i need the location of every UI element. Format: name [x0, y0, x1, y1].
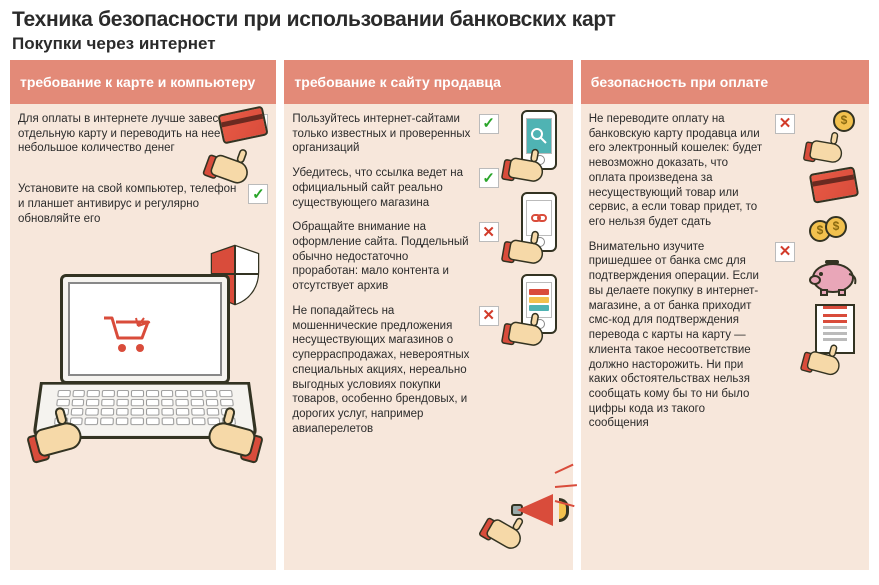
tip-text: Для оплаты в интернете лучше завести отд…	[18, 112, 242, 156]
megaphone-icon	[481, 462, 571, 552]
column-header: безопасность при оплате	[581, 60, 869, 104]
columns-row: требование к карте и компьютеру Для опла…	[0, 60, 879, 580]
tip-item: Пользуйтесь интернет-сайтами только изве…	[292, 112, 498, 156]
sub-title: Покупки через интернет	[0, 34, 879, 60]
column-seller-site: требование к сайту продавца Пользуйтесь …	[284, 60, 572, 570]
cross-icon: ✕	[775, 242, 795, 262]
tip-text: Пользуйтесь интернет-сайтами только изве…	[292, 112, 472, 156]
coin-hand-icon	[803, 110, 863, 160]
payment-icons-stack	[803, 110, 863, 374]
coin-stack-icon	[803, 216, 863, 246]
cross-icon: ✕	[775, 114, 795, 134]
cross-icon: ✕	[479, 306, 499, 326]
card-icon	[803, 168, 863, 208]
cross-icon: ✕	[479, 222, 499, 242]
hand-icon	[507, 312, 551, 348]
column-payment-safety: безопасность при оплате Не переводите оп…	[581, 60, 869, 570]
card-hand-icon	[220, 110, 272, 180]
column-header: требование к сайту продавца	[284, 60, 572, 104]
tip-text: Не попадайтесь на мошеннические предложе…	[292, 304, 472, 436]
main-title: Техника безопасности при использовании б…	[0, 0, 879, 34]
tip-item: Убедитесь, что ссылка ведет на официальн…	[292, 166, 498, 210]
hand-icon	[507, 148, 551, 184]
tip-text: Внимательно изучите пришедшее от банка с…	[589, 240, 765, 431]
tip-text: Не переводите оплату на банковскую карту…	[589, 112, 765, 230]
tip-item: Установите на свой компьютер, телефон и …	[18, 182, 268, 226]
cart-icon	[102, 314, 154, 354]
tip-text: Обращайте внимание на оформление сайта. …	[292, 220, 472, 294]
tip-item: Внимательно изучите пришедшее от банка с…	[589, 240, 795, 431]
hand-icon	[507, 230, 551, 266]
column-body: Для оплаты в интернете лучше завести отд…	[10, 104, 276, 570]
piggy-bank-icon	[807, 254, 859, 296]
check-icon: ✓	[248, 184, 268, 204]
column-header: требование к карте и компьютеру	[10, 60, 276, 104]
phone-icons-stack	[507, 110, 567, 348]
tip-item: Обращайте внимание на оформление сайта. …	[292, 220, 498, 294]
tip-text: Установите на свой компьютер, телефон и …	[18, 182, 242, 226]
tip-item: Не попадайтесь на мошеннические предложе…	[292, 304, 498, 436]
laptop-illustration	[18, 254, 268, 454]
column-body: Пользуйтесь интернет-сайтами только изве…	[284, 104, 572, 570]
column-card-computer: требование к карте и компьютеру Для опла…	[10, 60, 276, 570]
check-icon: ✓	[479, 168, 499, 188]
column-body: Не переводите оплату на банковскую карту…	[581, 104, 869, 570]
tip-text: Убедитесь, что ссылка ведет на официальн…	[292, 166, 472, 210]
tip-item: Не переводите оплату на банковскую карту…	[589, 112, 795, 230]
check-icon: ✓	[479, 114, 499, 134]
receipt-hand-icon	[803, 304, 863, 374]
